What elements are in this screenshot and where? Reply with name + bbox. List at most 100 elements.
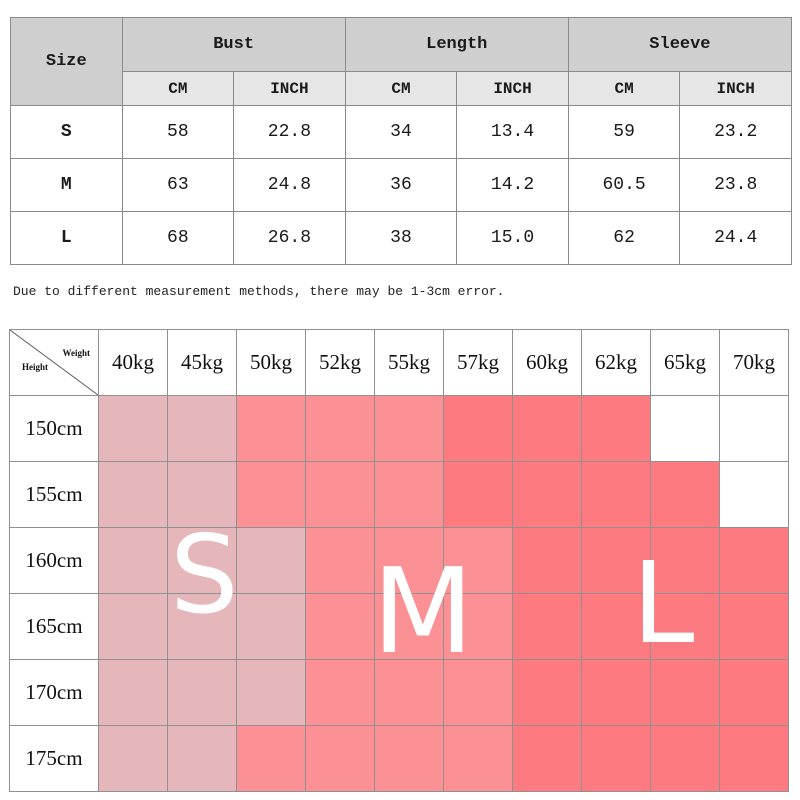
unit-inch-header: INCH	[679, 71, 792, 106]
height-label: 155cm	[9, 461, 99, 528]
size-cell-empty	[719, 461, 789, 528]
size-cell-s	[167, 527, 237, 594]
value-cell: 59	[567, 105, 681, 159]
value-cell: 23.8	[679, 158, 792, 212]
value-cell: 34	[344, 105, 458, 159]
size-cell-m	[443, 593, 513, 660]
value-cell: 14.2	[456, 158, 569, 212]
weight-header-row: Weight Height 40kg 45kg 50kg 52kg 55kg 57kg 60…	[9, 329, 789, 396]
size-cell-m	[236, 725, 306, 792]
value-cell: 58	[121, 105, 235, 159]
value-cell: 22.8	[233, 105, 346, 159]
value-cell: 23.2	[679, 105, 792, 159]
size-cell-s	[167, 593, 237, 660]
size-cell-l	[443, 395, 513, 462]
bust-header: Bust	[121, 17, 346, 72]
weight-header: 45kg	[167, 329, 237, 396]
weight-header: 57kg	[443, 329, 513, 396]
weight-header: 70kg	[719, 329, 789, 396]
size-cell-l	[581, 395, 651, 462]
size-recommendation-grid: Weight Height 40kg 45kg 50kg 52kg 55kg 57kg 60…	[9, 329, 789, 792]
size-cell-m	[305, 725, 375, 792]
size-cell-m	[443, 527, 513, 594]
height-label: 160cm	[9, 527, 99, 594]
height-label: 175cm	[9, 725, 99, 792]
table-row: M 63 24.8 36 14.2 60.5 23.8	[10, 158, 792, 212]
size-header: Size	[10, 17, 123, 106]
size-cell: M	[10, 158, 123, 212]
value-cell: 62	[567, 211, 681, 265]
size-cell-m	[236, 395, 306, 462]
height-row: 170cm	[9, 659, 789, 726]
size-cell-l	[719, 593, 789, 660]
size-cell-l	[512, 593, 582, 660]
size-cell: L	[10, 211, 123, 265]
size-cell-m	[374, 725, 444, 792]
size-cell-l	[650, 461, 720, 528]
size-cell-m	[374, 593, 444, 660]
size-cell-m	[374, 527, 444, 594]
size-cell-m	[305, 395, 375, 462]
size-cell-empty	[650, 395, 720, 462]
unit-inch-header: INCH	[233, 71, 346, 106]
height-row: 175cm	[9, 725, 789, 792]
value-cell: 24.4	[679, 211, 792, 265]
height-row: 155cm	[9, 461, 789, 528]
value-cell: 60.5	[567, 158, 681, 212]
size-cell-s	[236, 659, 306, 726]
size-cell-m	[305, 527, 375, 594]
size-cell-m	[443, 725, 513, 792]
size-cell-m	[305, 659, 375, 726]
height-label: 170cm	[9, 659, 99, 726]
value-cell: 24.8	[233, 158, 346, 212]
size-cell-l	[512, 527, 582, 594]
size-cell-s	[98, 659, 168, 726]
size-cell-l	[512, 395, 582, 462]
size-cell-s	[167, 461, 237, 528]
measurement-table: Size Bust Length Sleeve CM INCH CM INCH …	[10, 17, 793, 265]
size-cell-l	[512, 461, 582, 528]
unit-inch-header: INCH	[456, 71, 569, 106]
unit-cm-header: CM	[121, 71, 235, 106]
size-cell-l	[719, 725, 789, 792]
size-cell-m	[374, 659, 444, 726]
size-cell-l	[650, 593, 720, 660]
size-cell-l	[581, 725, 651, 792]
weight-header: 55kg	[374, 329, 444, 396]
value-cell: 13.4	[456, 105, 569, 159]
table-row: S 58 22.8 34 13.4 59 23.2	[10, 105, 792, 159]
size-cell-s	[236, 527, 306, 594]
value-cell: 63	[121, 158, 235, 212]
size-cell-l	[581, 527, 651, 594]
size-cell-l	[512, 659, 582, 726]
height-label: 165cm	[9, 593, 99, 660]
size-cell-l	[650, 725, 720, 792]
height-row: 165cm	[9, 593, 789, 660]
value-cell: 38	[344, 211, 458, 265]
size-cell-empty	[719, 395, 789, 462]
size-cell-l	[719, 527, 789, 594]
height-label: 150cm	[9, 395, 99, 462]
size-cell-s	[167, 659, 237, 726]
size-cell-s	[167, 395, 237, 462]
size-cell-m	[374, 395, 444, 462]
weight-header: 60kg	[512, 329, 582, 396]
value-cell: 26.8	[233, 211, 346, 265]
sleeve-header: Sleeve	[567, 17, 793, 72]
size-cell-s	[98, 461, 168, 528]
grid-corner-cell: Weight Height	[9, 329, 99, 396]
weight-header: 40kg	[98, 329, 168, 396]
unit-cm-header: CM	[344, 71, 458, 106]
size-cell-s	[236, 593, 306, 660]
size-cell-s	[98, 593, 168, 660]
height-row: 160cm	[9, 527, 789, 594]
size-cell-l	[581, 659, 651, 726]
measurement-note: Due to different measurement methods, th…	[13, 284, 505, 299]
weight-axis-label: Weight	[62, 348, 90, 358]
size-cell-s	[98, 725, 168, 792]
size-cell-l	[581, 593, 651, 660]
size-cell-l	[512, 725, 582, 792]
height-axis-label: Height	[22, 362, 48, 372]
size-cell-l	[443, 461, 513, 528]
size-cell-s	[98, 527, 168, 594]
